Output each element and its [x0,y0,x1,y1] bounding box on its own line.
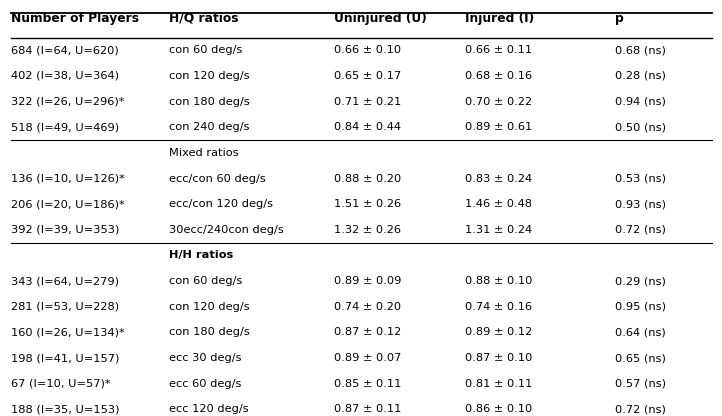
Text: 0.81 ± 0.11: 0.81 ± 0.11 [465,379,532,389]
Text: Uninjured (U): Uninjured (U) [334,12,427,25]
Text: 0.89 ± 0.61: 0.89 ± 0.61 [465,122,532,132]
Text: 0.88 ± 0.10: 0.88 ± 0.10 [465,276,532,286]
Text: 0.93 (ns): 0.93 (ns) [615,199,666,209]
Text: 0.94 (ns): 0.94 (ns) [615,97,666,106]
Text: ecc 30 deg/s: ecc 30 deg/s [169,353,241,363]
Text: 1.51 ± 0.26: 1.51 ± 0.26 [334,199,401,209]
Text: 0.83 ± 0.24: 0.83 ± 0.24 [465,173,532,183]
Text: 281 (I=53, U=228): 281 (I=53, U=228) [12,302,120,312]
Text: 0.66 ± 0.11: 0.66 ± 0.11 [465,45,532,55]
Text: 206 (I=20, U=186)*: 206 (I=20, U=186)* [12,199,125,209]
Text: con 240 deg/s: con 240 deg/s [169,122,250,132]
Text: 1.46 ± 0.48: 1.46 ± 0.48 [465,199,532,209]
Text: 160 (I=26, U=134)*: 160 (I=26, U=134)* [12,327,125,337]
Text: 0.95 (ns): 0.95 (ns) [615,302,666,312]
Text: Number of Players: Number of Players [12,12,139,25]
Text: p: p [615,12,624,25]
Text: con 60 deg/s: con 60 deg/s [169,45,243,55]
Text: 0.72 (ns): 0.72 (ns) [615,225,666,235]
Text: 0.68 (ns): 0.68 (ns) [615,45,666,55]
Text: 0.85 ± 0.11: 0.85 ± 0.11 [334,379,401,389]
Text: Mixed ratios: Mixed ratios [169,148,238,158]
Text: 0.84 ± 0.44: 0.84 ± 0.44 [334,122,401,132]
Text: 343 (I=64, U=279): 343 (I=64, U=279) [12,276,119,286]
Text: 0.89 ± 0.09: 0.89 ± 0.09 [334,276,401,286]
Text: con 180 deg/s: con 180 deg/s [169,327,250,337]
Text: 0.53 (ns): 0.53 (ns) [615,173,666,183]
Text: ecc/con 60 deg/s: ecc/con 60 deg/s [169,173,266,183]
Text: 402 (I=38, U=364): 402 (I=38, U=364) [12,71,119,81]
Text: 0.74 ± 0.16: 0.74 ± 0.16 [465,302,532,312]
Text: ecc 60 deg/s: ecc 60 deg/s [169,379,241,389]
Text: 30ecc/240con deg/s: 30ecc/240con deg/s [169,225,284,235]
Text: 518 (I=49, U=469): 518 (I=49, U=469) [12,122,120,132]
Text: 0.64 (ns): 0.64 (ns) [615,327,666,337]
Text: 322 (I=26, U=296)*: 322 (I=26, U=296)* [12,97,125,106]
Text: 0.50 (ns): 0.50 (ns) [615,122,666,132]
Text: 0.88 ± 0.20: 0.88 ± 0.20 [334,173,401,183]
Text: H/Q ratios: H/Q ratios [169,12,238,25]
Text: Injured (I): Injured (I) [465,12,534,25]
Text: 0.86 ± 0.10: 0.86 ± 0.10 [465,404,532,414]
Text: 0.74 ± 0.20: 0.74 ± 0.20 [334,302,401,312]
Text: 0.71 ± 0.21: 0.71 ± 0.21 [334,97,401,106]
Text: 0.29 (ns): 0.29 (ns) [615,276,666,286]
Text: 0.72 (ns): 0.72 (ns) [615,404,666,414]
Text: 1.32 ± 0.26: 1.32 ± 0.26 [334,225,401,235]
Text: 0.89 ± 0.12: 0.89 ± 0.12 [465,327,532,337]
Text: 67 (I=10, U=57)*: 67 (I=10, U=57)* [12,379,111,389]
Text: 0.28 (ns): 0.28 (ns) [615,71,666,81]
Text: 0.87 ± 0.11: 0.87 ± 0.11 [334,404,401,414]
Text: 0.65 (ns): 0.65 (ns) [615,353,666,363]
Text: 0.66 ± 0.10: 0.66 ± 0.10 [334,45,401,55]
Text: 188 (I=35, U=153): 188 (I=35, U=153) [12,404,120,414]
Text: con 120 deg/s: con 120 deg/s [169,71,250,81]
Text: H/H ratios: H/H ratios [169,250,233,260]
Text: 0.70 ± 0.22: 0.70 ± 0.22 [465,97,532,106]
Text: 0.65 ± 0.17: 0.65 ± 0.17 [334,71,401,81]
Text: 0.89 ± 0.07: 0.89 ± 0.07 [334,353,401,363]
Text: 136 (I=10, U=126)*: 136 (I=10, U=126)* [12,173,125,183]
Text: 0.57 (ns): 0.57 (ns) [615,379,666,389]
Text: con 60 deg/s: con 60 deg/s [169,276,243,286]
Text: 0.87 ± 0.10: 0.87 ± 0.10 [465,353,532,363]
Text: ecc/con 120 deg/s: ecc/con 120 deg/s [169,199,273,209]
Text: con 120 deg/s: con 120 deg/s [169,302,250,312]
Text: 0.87 ± 0.12: 0.87 ± 0.12 [334,327,401,337]
Text: con 180 deg/s: con 180 deg/s [169,97,250,106]
Text: 684 (I=64, U=620): 684 (I=64, U=620) [12,45,119,55]
Text: 198 (I=41, U=157): 198 (I=41, U=157) [12,353,120,363]
Text: 1.31 ± 0.24: 1.31 ± 0.24 [465,225,532,235]
Text: ecc 120 deg/s: ecc 120 deg/s [169,404,248,414]
Text: 392 (I=39, U=353): 392 (I=39, U=353) [12,225,120,235]
Text: 0.68 ± 0.16: 0.68 ± 0.16 [465,71,532,81]
